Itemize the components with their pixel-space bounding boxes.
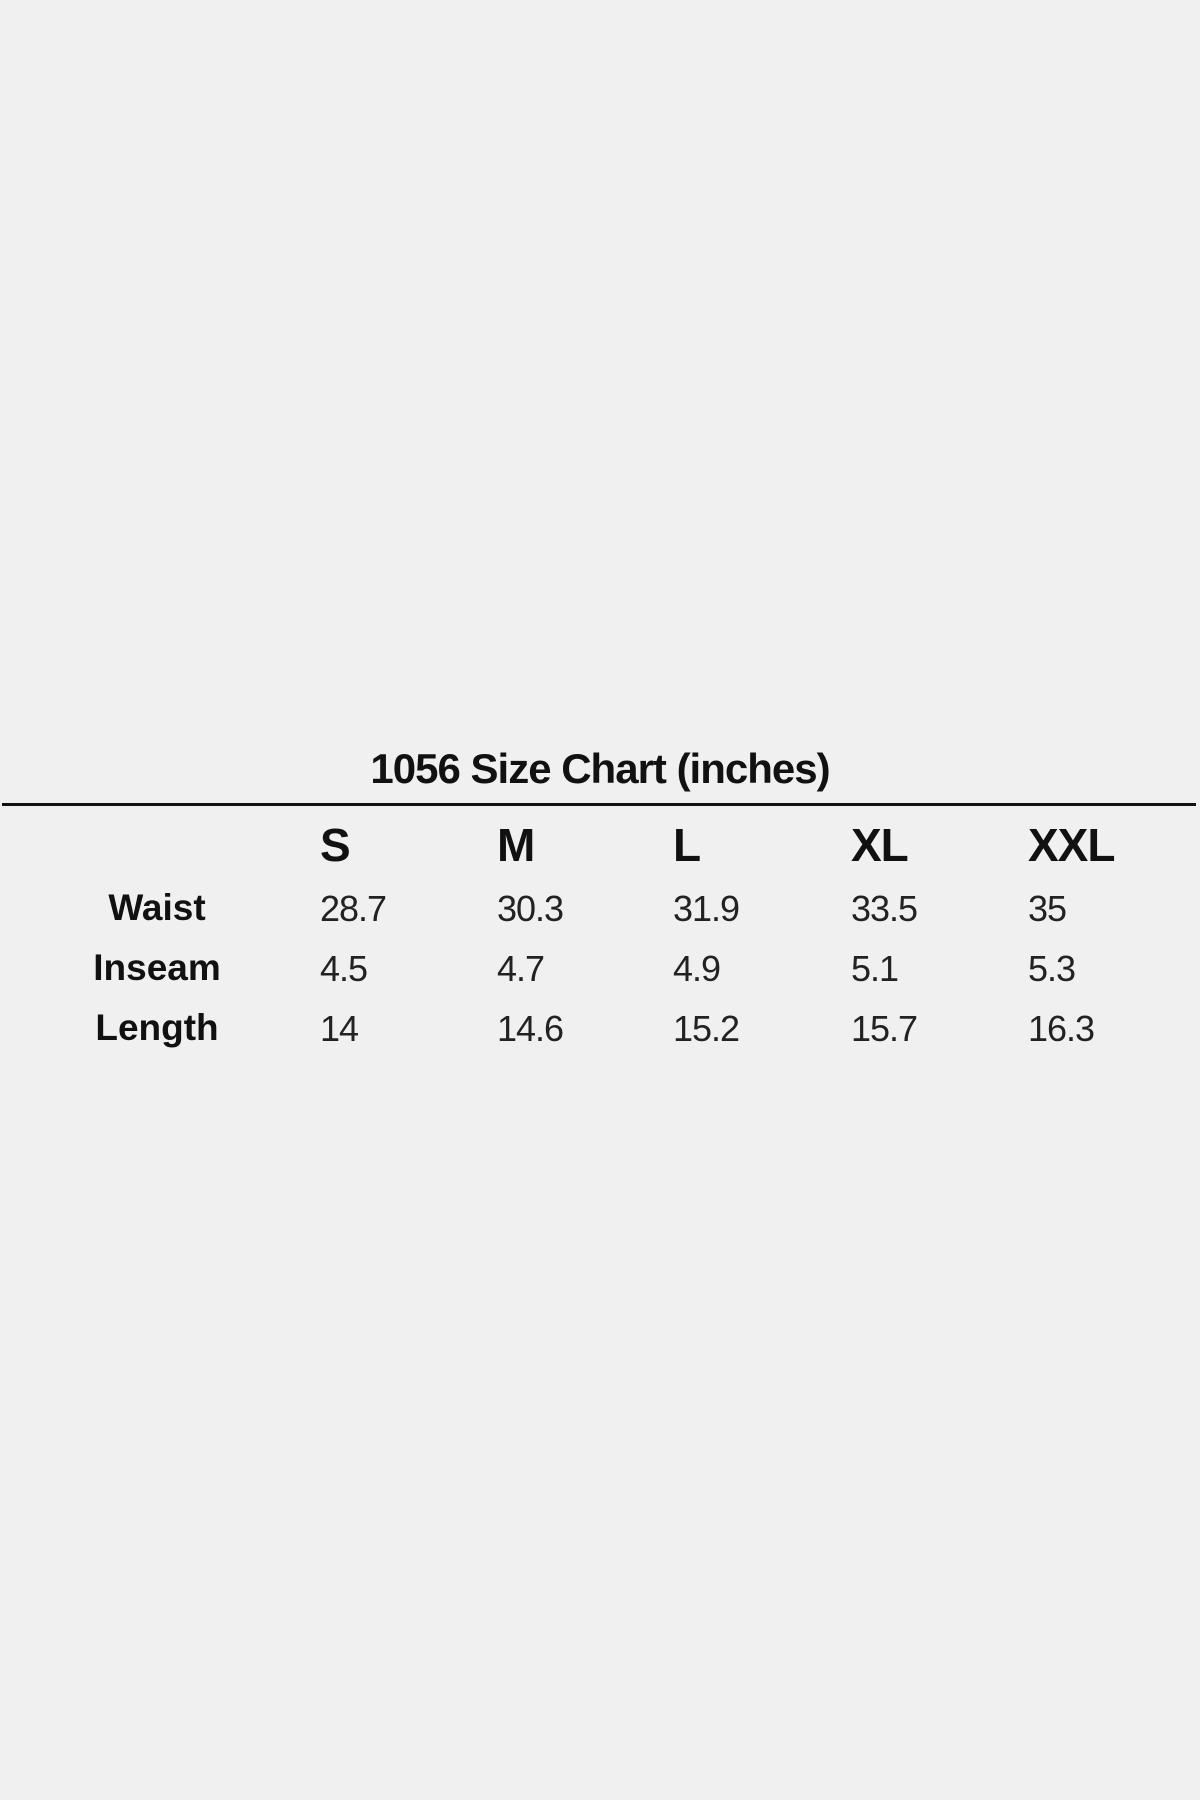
size-header-m: M [497,819,535,871]
row-label-waist: Waist [108,887,206,928]
table-cell: 15.7 [851,1008,918,1049]
table-cell: 16.3 [1028,1008,1095,1049]
table-cell: 5.1 [851,948,899,989]
row-label-inseam: Inseam [93,947,221,988]
table-cell: 4.5 [320,948,368,989]
size-header-s: S [320,819,351,871]
table-cell: 35 [1028,888,1067,929]
table-cell: 14.6 [497,1008,564,1049]
table-cell: 31.9 [673,888,740,929]
title-divider [2,803,1196,806]
table-cell: 4.7 [497,948,545,989]
size-header-l: L [673,819,701,871]
table-cell: 30.3 [497,888,564,929]
size-chart-title: 1056 Size Chart (inches) [370,745,830,792]
table-cell: 5.3 [1028,948,1076,989]
table-cell: 28.7 [320,888,387,929]
row-label-length: Length [95,1007,219,1048]
size-header-xxl: XXL [1028,819,1115,871]
size-header-xl: XL [851,819,909,871]
table-cell: 15.2 [673,1008,740,1049]
table-cell: 33.5 [851,888,918,929]
table-cell: 14 [320,1008,359,1049]
table-cell: 4.9 [673,948,721,989]
